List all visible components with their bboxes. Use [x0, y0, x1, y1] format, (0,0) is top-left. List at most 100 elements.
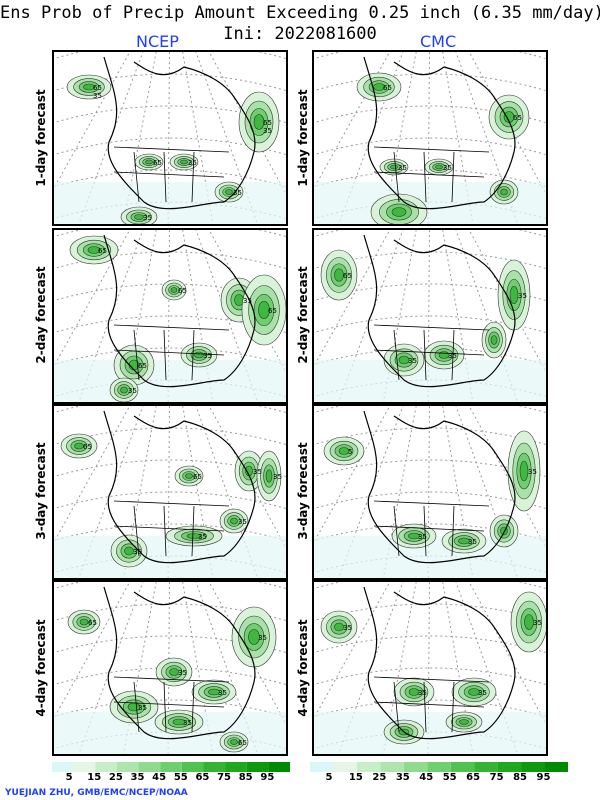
precip-probability-contour — [208, 688, 220, 696]
colorbar-label: 95 — [536, 772, 551, 783]
colorbar-label: 15 — [87, 772, 102, 783]
political-boundaries — [113, 500, 230, 557]
contour-label: 65 — [193, 473, 202, 481]
latitude-line — [54, 251, 286, 270]
contour-label: 35 — [243, 297, 252, 305]
precip-probability-contour — [490, 335, 498, 345]
precip-probability-contour — [87, 246, 101, 254]
longitude-line — [54, 582, 131, 720]
colorbar-swatch — [203, 762, 226, 772]
latitude-line — [54, 491, 286, 510]
contour-label: 35 — [238, 518, 247, 526]
precip-probability-contour — [408, 532, 420, 540]
precip-probability-contour — [408, 688, 420, 696]
contour-label: 35 — [253, 468, 262, 476]
colorbar-swatch — [356, 762, 381, 772]
latitude-line — [54, 635, 286, 654]
contour-label: 65 — [343, 272, 352, 280]
colorbar-swatch — [246, 762, 269, 772]
low-probability-area — [54, 536, 286, 578]
precip-probability-contour — [186, 533, 202, 539]
longitude-line — [54, 230, 131, 368]
colorbar-swatch — [138, 762, 161, 772]
column-label-ncep: NCEP — [136, 32, 179, 51]
colorbar-swatch — [160, 762, 182, 772]
map-canvas: 65 65 35 35 35 35 35 — [54, 406, 286, 578]
precip-probability-contour — [180, 159, 188, 165]
colorbar-swatch — [403, 762, 428, 772]
latitude-line — [54, 667, 286, 686]
contour-label: 35 — [418, 689, 427, 697]
latitude-line — [54, 603, 286, 622]
row-label-day1-cmc: 1-day forecast — [296, 89, 310, 187]
contour-label: 65 — [383, 84, 392, 92]
precip-probability-contour — [258, 300, 270, 320]
precip-probability-contour — [248, 629, 260, 645]
precip-probability-contour — [458, 537, 470, 545]
contour-label: 65 — [268, 307, 277, 315]
contour-label: 35 — [408, 357, 417, 365]
longitude-line — [54, 52, 131, 190]
colorbar-label: 85 — [238, 772, 253, 783]
latitude-line — [314, 635, 546, 654]
contour-label: 35 — [178, 669, 187, 677]
precip-probability-contour — [253, 114, 265, 130]
precip-probability-contour — [390, 164, 398, 170]
contour-label: 65 — [83, 443, 92, 451]
latitude-line — [314, 667, 546, 686]
map-canvas: 65 65 35 65 65 35 35 — [54, 230, 286, 402]
political-boundaries — [373, 676, 490, 733]
latitude-line — [54, 315, 286, 334]
map-panel-cmc-day1: 65 65 35 35 — [312, 50, 548, 226]
contour-label: 35 — [218, 689, 227, 697]
latitude-line — [314, 459, 546, 478]
contour-label: 35 — [143, 214, 152, 222]
contour-label: 65 — [513, 114, 522, 122]
latitude-line — [54, 459, 286, 478]
contour-label: 65 — [238, 739, 247, 747]
contour-label: 35 — [233, 189, 242, 197]
map-panel-ncep-day4: 35 65 35 35 35 35 65 — [52, 580, 288, 756]
contour-label: 35 — [263, 127, 272, 135]
contour-label: 35 — [443, 164, 452, 172]
contour-label: 65 — [153, 159, 162, 167]
colorbar-label: 55 — [442, 772, 457, 783]
longitude-line — [314, 406, 391, 544]
contour-label: 35 — [133, 548, 142, 556]
precip-probability-contour — [230, 517, 238, 525]
contour-label: 65 — [178, 287, 187, 295]
latitude-line — [54, 105, 286, 124]
colorbar-label: 85 — [513, 772, 527, 783]
precip-probability-contour — [185, 473, 193, 479]
precip-probability-contour — [373, 83, 385, 91]
latitude-line — [54, 230, 286, 238]
precip-probability-contour — [83, 83, 95, 91]
contour-label: 65 — [263, 119, 272, 127]
contour-label: 35 — [343, 624, 352, 632]
longitude-line — [314, 582, 391, 720]
map-panel-cmc-day2: 65 35 35 35 — [312, 228, 548, 404]
coastline — [103, 586, 256, 740]
row-label-day1: 1-day forecast — [34, 89, 48, 187]
colorbar-swatch — [450, 762, 475, 772]
precip-probability-contour — [524, 614, 534, 630]
political-boundaries — [373, 324, 490, 381]
precip-probability-contour — [124, 546, 134, 556]
precip-probability-contour — [459, 719, 469, 725]
colorbar-swatch — [521, 762, 545, 772]
map-panel-ncep-day1: 65 65 65 35 35 35 35 35 — [52, 50, 288, 226]
precip-probability-contour — [334, 622, 344, 632]
colorbar-label: 25 — [108, 772, 123, 783]
map-panel-cmc-day4: 35 35 35 35 — [312, 580, 548, 756]
row-label-day4-cmc: 4-day forecast — [296, 619, 310, 717]
precip-probability-contour — [500, 188, 508, 196]
precip-probability-contour — [230, 739, 238, 745]
colorbar-label: 45 — [419, 772, 434, 783]
longitude-line — [122, 582, 157, 754]
latitude-line — [314, 105, 546, 124]
longitude-line — [382, 406, 417, 578]
row-label-day3-cmc: 3-day forecast — [296, 442, 310, 540]
colorbar-left — [52, 762, 290, 772]
colorbar-right — [310, 762, 568, 772]
colorbar-swatch — [333, 762, 357, 772]
